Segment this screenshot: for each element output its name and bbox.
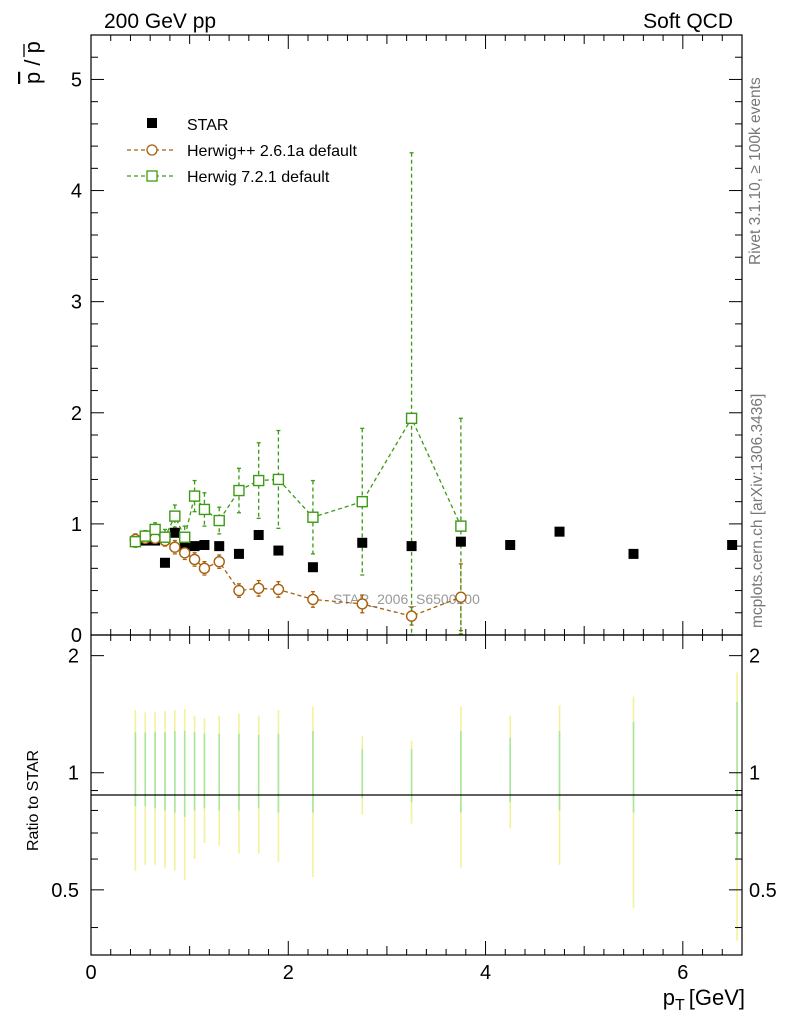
main-ytick-label: 1 xyxy=(71,514,82,536)
herwigpp-point xyxy=(356,598,368,610)
header-left: 200 GeV pp xyxy=(104,10,216,33)
herwigpp-point xyxy=(188,553,201,566)
herwig7-point xyxy=(179,531,191,543)
legend-entry-herwigpp: Herwig++ 2.6.1a default xyxy=(127,143,357,160)
herwigpp-point xyxy=(198,562,211,575)
star-point xyxy=(307,562,318,573)
herwigpp-point xyxy=(307,593,319,606)
star-point xyxy=(273,545,284,556)
ratio-ytick-label-right: 1 xyxy=(749,763,760,785)
legend-label-herwig7: Herwig 7.2.1 default xyxy=(187,169,330,186)
herwig7-point xyxy=(188,490,201,502)
herwig7-point xyxy=(252,474,265,487)
star-point xyxy=(505,540,516,550)
analysis-watermark: STAR_2006_S6500200 xyxy=(333,591,480,607)
herwigpp-point xyxy=(455,591,467,603)
legend-label-star: STAR xyxy=(187,117,228,134)
ratio-frame xyxy=(90,634,743,956)
main-plot-panel: 0 1 2 3 4 5 STAR_2006_S6500200 xyxy=(71,34,743,647)
herwig7-point xyxy=(233,484,245,497)
herwigpp-point xyxy=(233,584,245,597)
main-ytick-label: 5 xyxy=(71,69,82,91)
star-point xyxy=(214,541,225,552)
header-right: Soft QCD xyxy=(643,10,733,33)
x-tick-label: 4 xyxy=(480,962,491,984)
main-ytick-label: 4 xyxy=(71,181,82,203)
herwig7-point xyxy=(159,531,171,543)
main-ytick-label: 3 xyxy=(71,292,82,314)
star-point xyxy=(189,541,200,552)
source-credit: mcplots.cern.ch [arXiv:1306.3436] xyxy=(749,394,766,628)
herwig7-point xyxy=(149,523,161,536)
legend: STAR Herwig++ 2.6.1a default Herwig 7.2.… xyxy=(127,117,357,186)
herwig7-point xyxy=(213,514,225,527)
herwig7-point xyxy=(139,530,151,542)
star-point xyxy=(357,537,368,548)
x-tick-label: 0 xyxy=(85,962,96,984)
main-tick-labels: 0 1 2 3 4 5 xyxy=(71,69,82,647)
main-series xyxy=(129,152,738,636)
star-point xyxy=(179,540,190,550)
x-axis-label: pT [GeV] xyxy=(663,985,745,1014)
star-point xyxy=(554,526,565,537)
star-point xyxy=(169,527,180,538)
legend-marker-star xyxy=(147,118,157,128)
star-point xyxy=(199,540,210,550)
herwig7-point xyxy=(405,412,418,425)
star-point xyxy=(406,541,417,552)
legend-marker-herwig7 xyxy=(146,170,158,182)
herwig7-point xyxy=(198,503,211,516)
star-point xyxy=(628,548,639,559)
ratio-ytick-label-left: 0.5 xyxy=(51,880,79,902)
ratio-ytick-label-left: 1 xyxy=(68,763,79,785)
herwigpp-point xyxy=(272,583,285,596)
ratio-y-axis-label: Ratio to STAR xyxy=(25,750,42,851)
herwig7-point xyxy=(307,511,319,523)
herwigpp-point xyxy=(169,541,181,553)
main-ytick-label: 2 xyxy=(71,403,82,425)
herwig7-point xyxy=(129,535,142,548)
ratio-ytick-label-left: 2 xyxy=(68,646,79,668)
x-tick-label: 2 xyxy=(283,962,294,984)
star-point xyxy=(727,540,738,550)
herwig7-point xyxy=(272,473,285,486)
ratio-ticks xyxy=(90,635,743,955)
star-point xyxy=(253,530,264,540)
herwig7-point xyxy=(455,520,467,532)
star-point xyxy=(233,548,244,559)
ratio-ytick-label-right: 0.5 xyxy=(749,880,777,902)
legend-entry-star: STAR xyxy=(147,117,228,134)
legend-label-herwigpp: Herwig++ 2.6.1a default xyxy=(187,143,357,160)
star-point xyxy=(159,557,170,568)
herwigpp-point xyxy=(179,547,191,559)
main-ytick-label: 0 xyxy=(71,625,82,647)
x-tick-label: 6 xyxy=(677,962,688,984)
ratio-bands xyxy=(134,672,738,941)
legend-entry-herwig7: Herwig 7.2.1 default xyxy=(127,169,330,186)
ratio-tick-labels: 0.5 0.5 1 1 2 2 0 2 4 6 xyxy=(51,646,777,984)
herwigpp-point xyxy=(405,610,418,622)
herwig7-point xyxy=(169,510,181,522)
legend-marker-herwigpp xyxy=(146,144,158,156)
herwigpp-point xyxy=(252,582,265,595)
herwig7-point xyxy=(356,495,368,508)
ratio-plot-panel: 0.5 0.5 1 1 2 2 0 2 4 6 xyxy=(51,634,777,984)
y-label-pbar: p xyxy=(20,72,45,84)
herwigpp-point xyxy=(213,555,225,568)
rivet-version: Rivet 3.1.10, ≥ 100k events xyxy=(747,77,764,265)
star-point xyxy=(455,536,466,547)
ratio-ytick-label-right: 2 xyxy=(749,646,760,668)
